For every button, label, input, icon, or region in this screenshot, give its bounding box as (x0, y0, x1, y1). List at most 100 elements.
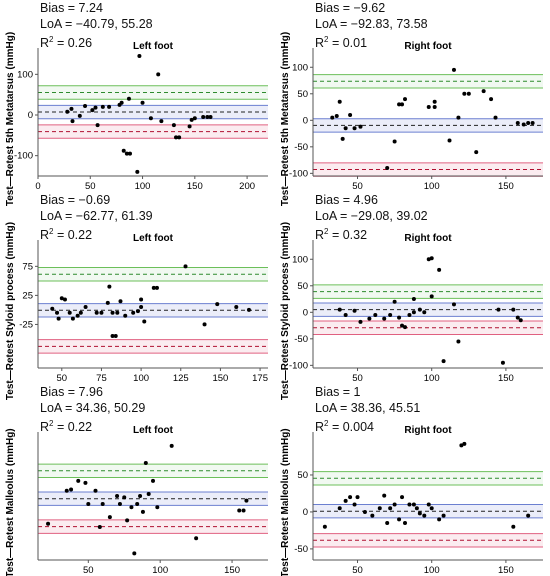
y-tick-label: 25 (22, 290, 33, 301)
bias-label: Bias = 7.24 (40, 1, 103, 15)
y-tick-label: 0 (303, 307, 308, 318)
data-point (189, 117, 194, 122)
stats-block: Bias = −0.69 LoA = −62.77, 61.39 R2 = 0.22 (40, 192, 153, 243)
data-point (205, 115, 210, 120)
x-tick-label: 50 (352, 181, 363, 192)
r2-superscript: 2 (49, 227, 54, 236)
data-point (123, 313, 128, 318)
loa-label: LoA = −40.79, 55.28 (40, 17, 153, 31)
chart-panel: Bias = 7.24 LoA = −40.79, 55.28 R2 = 0.26 0… (0, 0, 275, 206)
data-point (432, 99, 437, 104)
data-point (407, 502, 412, 507)
data-point (493, 115, 498, 120)
data-point (67, 310, 72, 315)
data-point (83, 104, 88, 109)
data-point (373, 312, 378, 317)
loa-label: LoA = −62.77, 61.39 (40, 209, 153, 223)
r2-label: R2 = 0.32 (315, 224, 428, 243)
r2-label: R2 = 0.26 (40, 32, 153, 51)
data-point (500, 360, 505, 365)
data-point (129, 505, 134, 510)
data-point (489, 97, 494, 102)
data-point (348, 113, 353, 117)
bias-label: Bias = −0.69 (40, 193, 111, 207)
x-tick-label: 100 (135, 181, 151, 192)
y-tick-label: 0 (303, 115, 308, 126)
r2-symbol: R (315, 420, 325, 435)
data-point (511, 307, 516, 312)
data-point (110, 310, 115, 315)
data-point (451, 67, 456, 72)
x-tick-label: 150 (224, 565, 240, 576)
data-point (385, 166, 390, 171)
loa-label: LoA = −29.08, 39.02 (315, 209, 428, 223)
data-point (518, 318, 523, 323)
data-point (69, 487, 74, 492)
data-point (382, 493, 387, 498)
x-tick-label: 50 (57, 373, 68, 384)
data-point (138, 494, 143, 499)
data-point (237, 508, 242, 513)
data-point (343, 312, 348, 317)
data-point (432, 105, 437, 110)
data-point (155, 505, 160, 510)
data-point (115, 310, 120, 315)
data-point (139, 305, 144, 309)
chart-title: Left foot (133, 233, 174, 244)
data-point (481, 89, 486, 94)
chart-title: Left foot (133, 425, 174, 436)
y-tick-label: 50 (297, 89, 308, 100)
data-point (429, 294, 434, 299)
bland-altman-plot: 50 100 150 -100 -50 0 50 100 Right foot Test—Rete… (280, 222, 543, 400)
data-point (466, 91, 471, 96)
data-point (515, 315, 520, 320)
y-axis-label: Test—Retest Malleolus (mmHg) (5, 428, 16, 576)
data-point (135, 501, 140, 506)
data-point (352, 126, 357, 131)
data-point (411, 297, 416, 302)
y-tick-label: -25 (19, 319, 33, 330)
data-point (119, 100, 124, 105)
data-point (352, 308, 357, 313)
data-point (93, 488, 98, 493)
loa-label: LoA = 38.36, 45.51 (315, 401, 421, 415)
data-point (403, 97, 407, 102)
data-point (330, 115, 335, 120)
data-point (143, 461, 148, 466)
r2-value: = 0.01 (328, 36, 368, 51)
data-point (118, 299, 123, 304)
bland-altman-plot: 0 50 100 150 200 -100 0 100 Left foot Test—Retest… (5, 32, 268, 206)
y-tick-label: -50 (294, 544, 308, 555)
data-point (140, 509, 145, 514)
data-point (208, 115, 213, 120)
data-point (78, 310, 83, 315)
chart-panel: Bias = 1 LoA = 38.36, 45.51 R2 = 0.004 50 10… (275, 384, 550, 576)
data-point (100, 501, 105, 506)
x-tick-label: 100 (424, 565, 440, 576)
data-point (234, 305, 239, 309)
y-tick-label: 75 (22, 261, 33, 272)
data-point (159, 119, 164, 124)
data-point (382, 316, 387, 321)
data-point (367, 316, 372, 321)
data-point (122, 495, 127, 500)
data-point (362, 509, 367, 514)
data-point (337, 99, 342, 104)
stats-block: Bias = 7.96 LoA = 34.36, 50.29 R2 = 0.22 (40, 384, 145, 435)
data-point (187, 124, 192, 129)
data-point (388, 506, 393, 511)
x-tick-label: 150 (498, 373, 514, 384)
chart-title: Right foot (404, 425, 452, 436)
data-point (154, 285, 159, 290)
bland-altman-plot: 50 100 150 -50 0 50 Right foot Test—Retest Mall… (280, 425, 543, 576)
data-point (56, 316, 61, 321)
data-point (99, 310, 104, 315)
data-point (417, 307, 422, 312)
data-point (202, 322, 207, 327)
data-point (107, 284, 112, 289)
x-tick-label: 50 (85, 181, 96, 192)
chart-title: Left foot (133, 41, 174, 52)
data-point (459, 443, 464, 448)
y-axis-label: Test—Retest 5th Metatarsus (mmHg) (5, 32, 16, 206)
data-point (69, 106, 74, 111)
